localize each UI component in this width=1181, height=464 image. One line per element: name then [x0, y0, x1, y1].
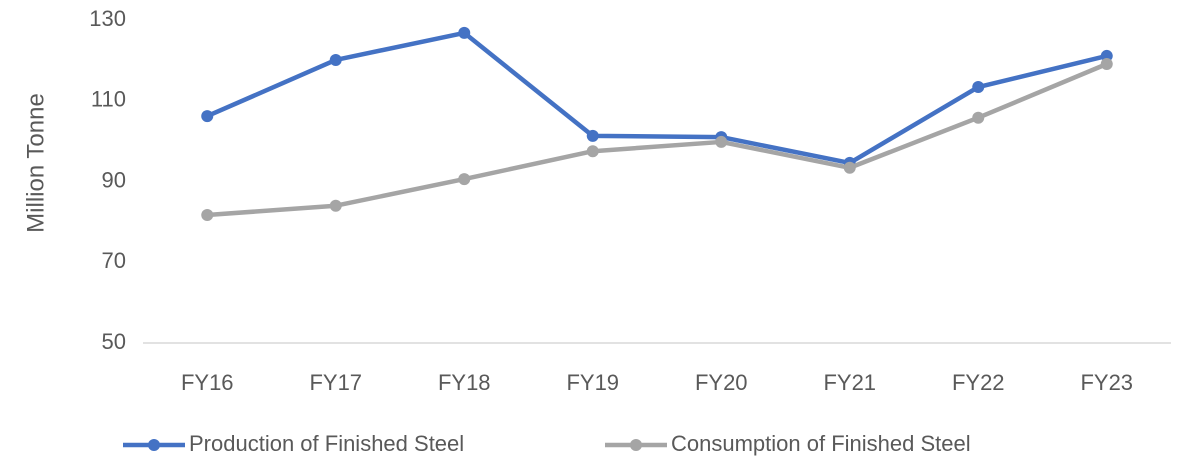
x-tick-label: FY22 [952, 370, 1005, 395]
x-tick-label: FY21 [823, 370, 876, 395]
x-tick-label: FY20 [695, 370, 748, 395]
x-tick-label: FY23 [1080, 370, 1133, 395]
point [458, 26, 471, 39]
series-line [207, 61, 1108, 218]
y-tick-label: 110 [91, 87, 126, 112]
point [1100, 58, 1113, 71]
point [972, 111, 985, 124]
y-tick-label: 90 [102, 167, 126, 192]
point [972, 81, 985, 94]
point [586, 145, 599, 158]
x-tick-label: FY17 [309, 370, 362, 395]
legend-label: Production of Finished Steel [189, 431, 464, 456]
point [201, 110, 214, 123]
legend-marker [630, 439, 642, 451]
point [329, 53, 342, 66]
point [329, 199, 342, 212]
point [843, 161, 856, 174]
y-axis-label: Million Tonne [22, 93, 49, 233]
x-tick-label: FY19 [566, 370, 619, 395]
y-tick-label: 50 [102, 329, 126, 354]
point [586, 129, 599, 142]
legend-label: Consumption of Finished Steel [671, 431, 971, 456]
y-tick-label: 130 [89, 6, 126, 31]
y-tick-label: 70 [102, 248, 126, 273]
x-tick-label: FY16 [181, 370, 234, 395]
point [715, 135, 728, 148]
legend-marker [148, 439, 160, 451]
point [201, 209, 214, 222]
series-line [206, 30, 1108, 166]
x-tick-label: FY18 [438, 370, 491, 395]
point [458, 173, 471, 186]
